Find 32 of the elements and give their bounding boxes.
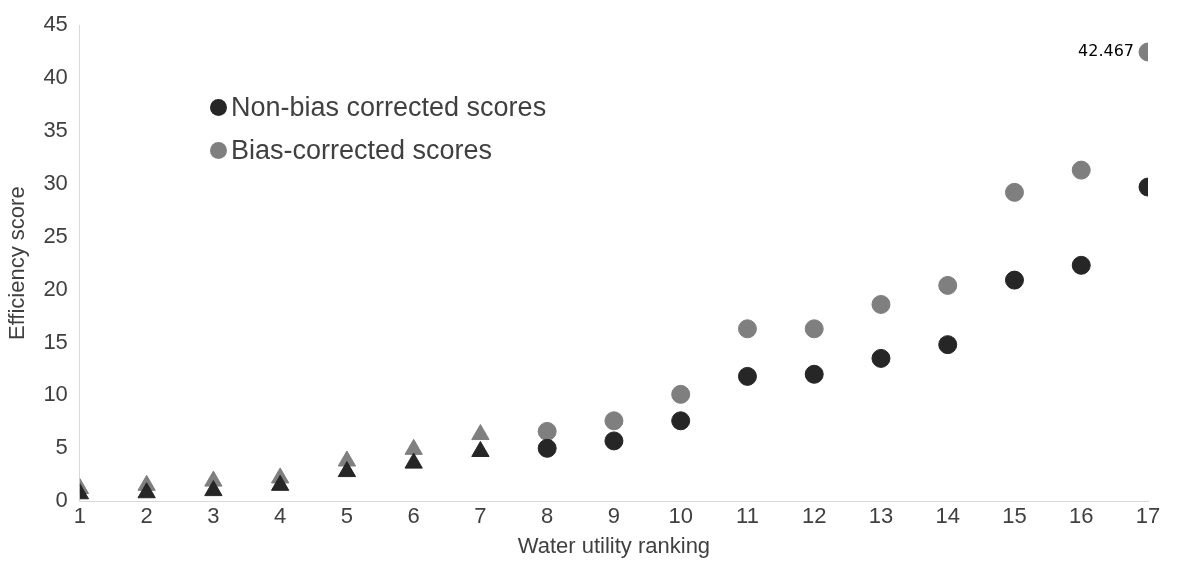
y-tick-label: 30: [43, 169, 68, 195]
x-tick-label: 6: [407, 503, 420, 529]
y-tick-label: 25: [43, 222, 68, 248]
x-tick-label: 11: [736, 503, 759, 529]
x-tick-label: 15: [1002, 503, 1027, 529]
x-tick-label: 17: [1135, 503, 1161, 529]
x-tick-label: 12: [801, 503, 827, 529]
x-tick-label: 8: [541, 503, 554, 529]
x-tick-label: 13: [868, 503, 894, 529]
legend-label: Non-bias corrected scores: [231, 92, 547, 123]
y-tick-label: 45: [43, 11, 68, 37]
x-tick-label: 10: [668, 503, 693, 529]
data-label: 42.467: [1078, 41, 1134, 61]
y-tick-label: 40: [43, 64, 68, 90]
y-tick-label: 0: [55, 487, 68, 513]
x-tick-label: 7: [474, 503, 487, 529]
y-tick-label: 10: [43, 381, 68, 407]
x-tick-label: 14: [935, 503, 960, 529]
x-tick-label: 3: [207, 503, 220, 529]
y-tick-label: 5: [55, 434, 68, 460]
y-tick-label: 15: [43, 328, 68, 354]
y-tick-label: 35: [43, 117, 68, 143]
y-axis-title: Efficiency score: [4, 186, 30, 341]
x-tick-label: 9: [607, 503, 621, 529]
x-tick-label: 16: [1069, 503, 1094, 529]
x-tick-label: 2: [140, 503, 153, 529]
x-tick-label: 1: [73, 503, 86, 529]
legend-label: Bias-corrected scores: [231, 135, 493, 166]
x-tick-label: 5: [340, 503, 354, 529]
x-axis-title: Water utility ranking: [517, 532, 711, 558]
x-tick-label: 4: [274, 503, 287, 529]
y-tick-label: 20: [43, 275, 68, 301]
